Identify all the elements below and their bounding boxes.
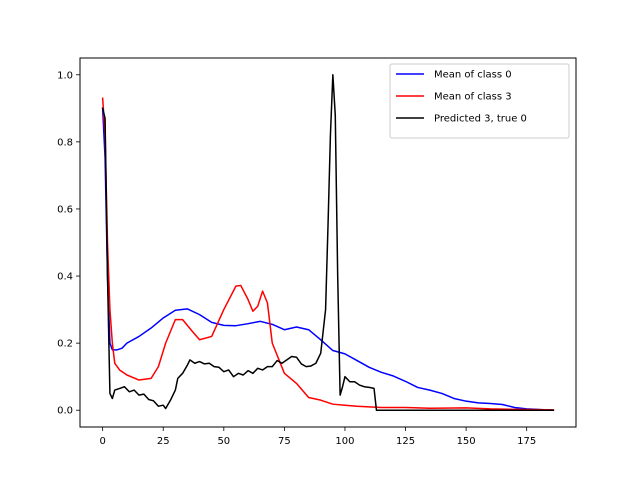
x-tick-label: 50	[217, 436, 230, 447]
x-tick-label: 125	[396, 436, 415, 447]
series-layer	[101, 74, 555, 412]
legend-label-0: Mean of class 0	[434, 70, 512, 81]
x-axis: 0 25 50 75 100 125 150 175	[99, 427, 536, 447]
x-tick-label: 25	[157, 436, 170, 447]
y-tick-label: 1.0	[57, 70, 73, 81]
x-tick-label: 175	[517, 436, 536, 447]
y-tick-label: 0.0	[57, 406, 73, 417]
legend-box	[389, 63, 570, 139]
series-line-1	[101, 97, 555, 411]
x-tick-label: 75	[278, 436, 291, 447]
y-tick-label: 0.4	[57, 272, 73, 283]
legend-label-1: Mean of class 3	[434, 92, 512, 103]
y-tick-label: 0.8	[57, 137, 73, 148]
plot-frame	[79, 57, 577, 428]
series-line-2	[101, 74, 555, 411]
x-tick-label: 0	[99, 436, 105, 447]
series-line-0	[101, 107, 555, 412]
legend-label-2: Predicted 3, true 0	[434, 114, 527, 125]
x-tick-label: 100	[335, 436, 354, 447]
y-tick-label: 0.6	[57, 204, 73, 215]
x-tick-label: 150	[457, 436, 476, 447]
y-tick-label: 0.2	[57, 339, 73, 350]
y-axis: 0.0 0.2 0.4 0.6 0.8 1.0	[57, 70, 80, 417]
legend: Mean of class 0 Mean of class 3 Predicted …	[389, 63, 570, 139]
